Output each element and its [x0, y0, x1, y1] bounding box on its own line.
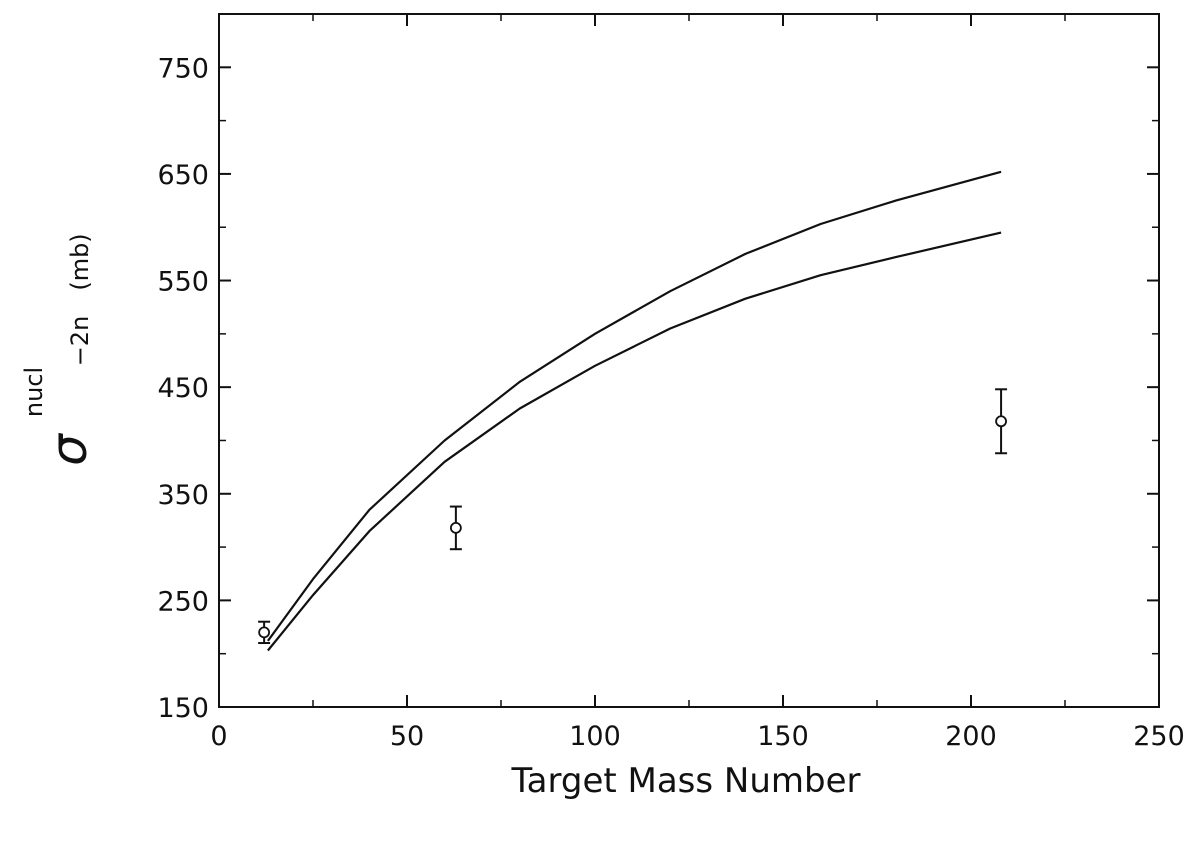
y-tick-label: 650 [157, 160, 209, 191]
series-line-1 [267, 170, 1002, 642]
plot-area [258, 170, 1008, 652]
y-tick-label: 450 [157, 373, 209, 404]
y-tick-label: 350 [157, 480, 209, 511]
y-axis-title-subscript: −2n [66, 316, 94, 367]
data-marker [258, 626, 271, 639]
x-tick-label: 50 [390, 721, 424, 752]
y-tick-label: 550 [157, 267, 209, 298]
data-marker [449, 521, 462, 534]
data-point [449, 505, 462, 551]
x-tick-label: 250 [1133, 721, 1185, 752]
y-axis-title-superscript: nucl [20, 367, 48, 417]
x-tick-label: 150 [757, 721, 809, 752]
data-marker [995, 415, 1007, 428]
x-tick-label: 200 [945, 721, 997, 752]
y-axis-title: σ nucl −2n (mb) [20, 233, 98, 466]
x-tick-label: 0 [210, 721, 227, 752]
y-axis-title-symbol: σ [40, 433, 98, 466]
y-tick-label: 250 [157, 586, 209, 617]
data-point [995, 388, 1008, 455]
plot-frame [218, 13, 1160, 708]
series-line-2 [267, 231, 1002, 652]
axes: 0 50 100 150 200 250 150 250 350 450 550 650 750 [157, 13, 1185, 752]
y-axis-title-unit: (mb) [66, 233, 94, 290]
data-point [258, 620, 271, 645]
x-axis-title: Target Mass Number [511, 761, 861, 801]
y-tick-label: 150 [157, 693, 209, 724]
x-tick-label: 100 [569, 721, 621, 752]
y-tick-label: 750 [157, 53, 209, 84]
